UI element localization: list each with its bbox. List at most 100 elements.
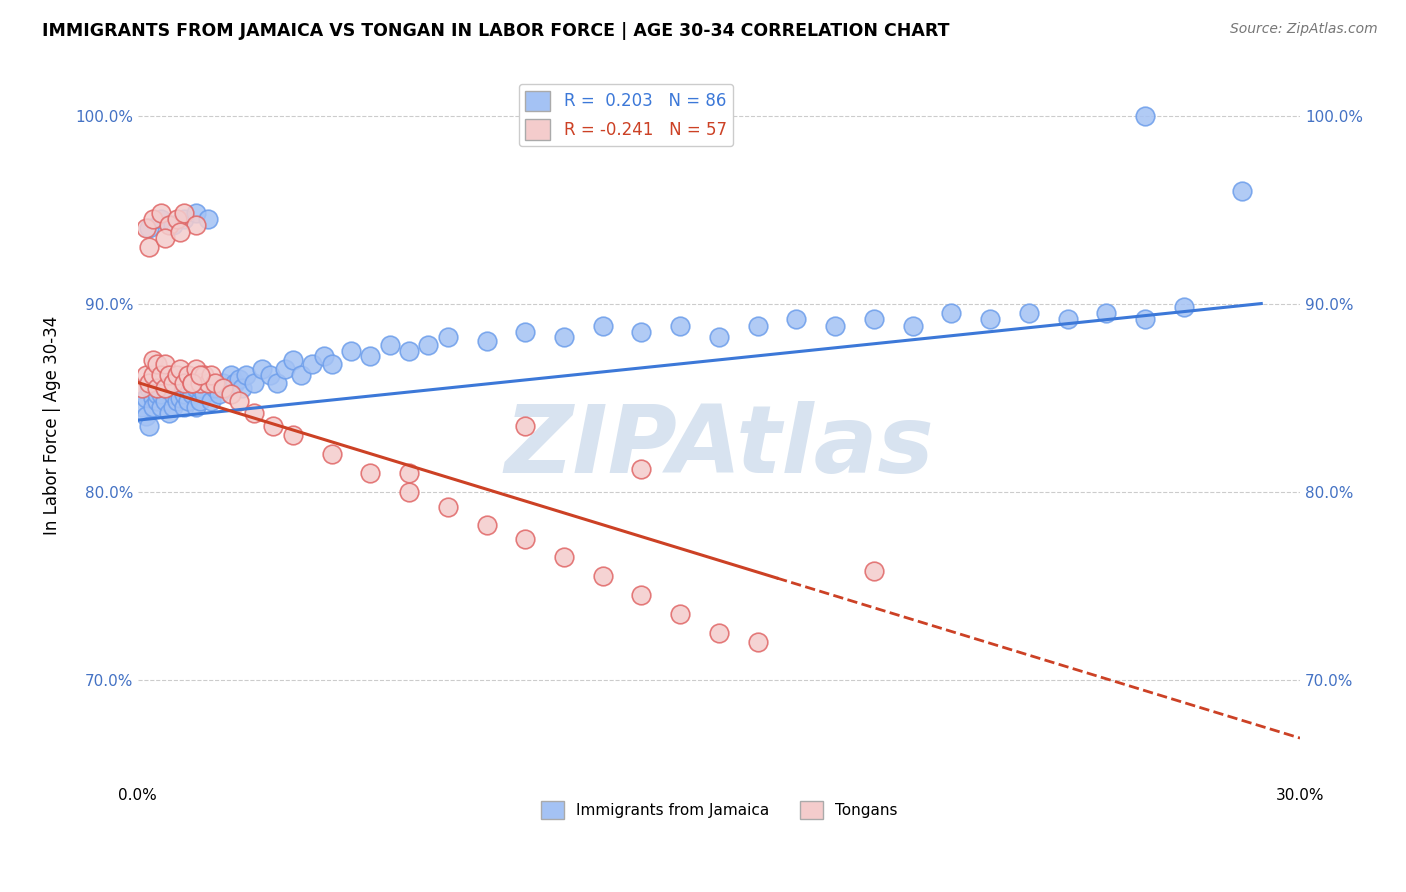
Point	[138, 381, 160, 395]
Point	[138, 240, 160, 254]
Point	[231, 381, 253, 395]
Point	[142, 391, 165, 405]
Point	[169, 391, 191, 405]
Point	[153, 231, 176, 245]
Point	[146, 357, 169, 371]
Point	[188, 368, 211, 382]
Point	[184, 218, 207, 232]
Point	[188, 381, 211, 395]
Point	[378, 338, 401, 352]
Point	[193, 386, 215, 401]
Point	[359, 349, 381, 363]
Point	[146, 394, 169, 409]
Point	[181, 376, 204, 390]
Point	[418, 338, 440, 352]
Point	[266, 376, 288, 390]
Point	[169, 376, 191, 390]
Point	[184, 400, 207, 414]
Point	[142, 400, 165, 414]
Point	[173, 400, 195, 414]
Point	[215, 381, 238, 395]
Point	[157, 218, 180, 232]
Point	[157, 376, 180, 390]
Point	[312, 349, 335, 363]
Point	[592, 569, 614, 583]
Point	[150, 400, 173, 414]
Point	[824, 319, 846, 334]
Y-axis label: In Labor Force | Age 30-34: In Labor Force | Age 30-34	[44, 316, 60, 535]
Point	[515, 418, 537, 433]
Point	[138, 221, 160, 235]
Point	[162, 218, 184, 232]
Point	[166, 211, 188, 226]
Point	[224, 376, 246, 390]
Point	[135, 221, 157, 235]
Point	[184, 206, 207, 220]
Point	[398, 484, 420, 499]
Point	[1133, 109, 1156, 123]
Point	[197, 211, 219, 226]
Point	[131, 381, 153, 395]
Point	[150, 206, 173, 220]
Point	[184, 362, 207, 376]
Point	[863, 564, 886, 578]
Point	[173, 386, 195, 401]
Point	[243, 406, 266, 420]
Point	[181, 376, 204, 390]
Point	[181, 376, 204, 390]
Point	[1095, 306, 1118, 320]
Text: IMMIGRANTS FROM JAMAICA VS TONGAN IN LABOR FORCE | AGE 30-34 CORRELATION CHART: IMMIGRANTS FROM JAMAICA VS TONGAN IN LAB…	[42, 22, 949, 40]
Point	[250, 362, 273, 376]
Point	[515, 532, 537, 546]
Point	[142, 211, 165, 226]
Point	[193, 368, 215, 382]
Point	[200, 394, 222, 409]
Point	[281, 428, 304, 442]
Point	[228, 372, 250, 386]
Point	[197, 376, 219, 390]
Point	[169, 362, 191, 376]
Point	[669, 319, 692, 334]
Point	[184, 381, 207, 395]
Point	[707, 625, 730, 640]
Point	[131, 400, 153, 414]
Point	[630, 325, 652, 339]
Point	[301, 357, 323, 371]
Point	[197, 376, 219, 390]
Point	[359, 466, 381, 480]
Point	[138, 376, 160, 390]
Point	[166, 394, 188, 409]
Point	[177, 381, 200, 395]
Point	[166, 381, 188, 395]
Point	[204, 381, 226, 395]
Point	[146, 386, 169, 401]
Point	[669, 607, 692, 621]
Point	[592, 319, 614, 334]
Point	[153, 357, 176, 371]
Point	[142, 353, 165, 368]
Point	[941, 306, 963, 320]
Point	[177, 368, 200, 382]
Point	[157, 368, 180, 382]
Point	[188, 376, 211, 390]
Point	[259, 368, 281, 382]
Point	[863, 311, 886, 326]
Point	[1018, 306, 1040, 320]
Point	[142, 368, 165, 382]
Point	[173, 206, 195, 220]
Point	[281, 353, 304, 368]
Point	[135, 391, 157, 405]
Point	[219, 368, 242, 382]
Point	[630, 462, 652, 476]
Point	[398, 466, 420, 480]
Point	[340, 343, 363, 358]
Point	[1133, 311, 1156, 326]
Point	[228, 394, 250, 409]
Point	[707, 330, 730, 344]
Point	[150, 211, 173, 226]
Point	[436, 330, 458, 344]
Point	[188, 394, 211, 409]
Point	[262, 418, 284, 433]
Point	[204, 376, 226, 390]
Point	[146, 381, 169, 395]
